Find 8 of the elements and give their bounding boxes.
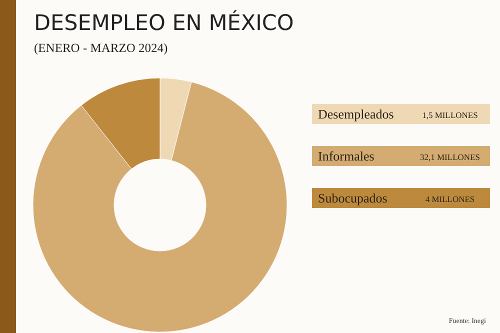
legend-label: Desempleados <box>318 106 394 122</box>
legend-label: Subocupados <box>318 190 388 206</box>
data-label: 32,1 MILLONES <box>420 152 480 162</box>
chart-subtitle: (ENERO - MARZO 2024) <box>34 41 168 55</box>
legend-label: Informales <box>318 148 374 164</box>
data-label: 4 MILLONES <box>425 194 475 204</box>
chart-title: DESEMPLEO EN MÉXICO <box>34 10 294 36</box>
data-label: 1,5 MILLONES <box>422 110 478 120</box>
